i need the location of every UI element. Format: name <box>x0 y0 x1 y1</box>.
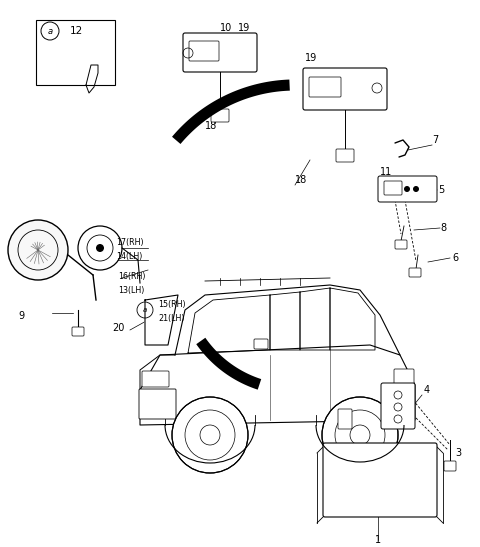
Text: 8: 8 <box>440 223 446 233</box>
FancyBboxPatch shape <box>378 176 437 202</box>
Circle shape <box>172 397 248 473</box>
Circle shape <box>322 397 398 473</box>
Text: 9: 9 <box>18 311 24 321</box>
Text: a: a <box>48 26 53 36</box>
Text: 11: 11 <box>380 167 392 177</box>
Polygon shape <box>175 285 400 355</box>
Text: 5: 5 <box>438 185 444 195</box>
Text: 12: 12 <box>70 26 83 36</box>
Text: 14(LH): 14(LH) <box>116 252 143 260</box>
FancyBboxPatch shape <box>409 268 421 277</box>
FancyBboxPatch shape <box>142 371 169 387</box>
Text: 1: 1 <box>375 535 381 545</box>
Text: a: a <box>143 307 147 313</box>
FancyBboxPatch shape <box>381 383 415 429</box>
Text: 19: 19 <box>238 23 250 33</box>
Text: 18: 18 <box>205 121 217 131</box>
FancyBboxPatch shape <box>336 149 354 162</box>
FancyBboxPatch shape <box>338 409 352 429</box>
FancyBboxPatch shape <box>36 20 115 85</box>
Text: 3: 3 <box>455 448 461 458</box>
Text: 10: 10 <box>220 23 232 33</box>
Text: 19: 19 <box>305 53 317 63</box>
Text: 20: 20 <box>112 323 124 333</box>
Text: 13(LH): 13(LH) <box>118 286 144 294</box>
FancyBboxPatch shape <box>139 389 176 419</box>
Text: 4: 4 <box>424 385 430 395</box>
FancyBboxPatch shape <box>394 369 414 389</box>
Polygon shape <box>145 295 178 345</box>
FancyBboxPatch shape <box>303 68 387 110</box>
Text: 21(LH): 21(LH) <box>158 315 184 323</box>
Circle shape <box>404 186 410 192</box>
FancyBboxPatch shape <box>254 339 268 349</box>
Circle shape <box>8 220 68 280</box>
Circle shape <box>413 186 419 192</box>
Text: 6: 6 <box>452 253 458 263</box>
Text: 15(RH): 15(RH) <box>158 300 186 310</box>
Text: 2: 2 <box>327 495 333 505</box>
FancyBboxPatch shape <box>183 33 257 72</box>
FancyBboxPatch shape <box>444 461 456 471</box>
Circle shape <box>78 226 122 270</box>
FancyBboxPatch shape <box>72 327 84 336</box>
Circle shape <box>96 244 104 252</box>
FancyBboxPatch shape <box>395 240 407 249</box>
FancyBboxPatch shape <box>211 109 229 122</box>
FancyBboxPatch shape <box>323 443 437 517</box>
Text: 7: 7 <box>432 135 438 145</box>
Text: 18: 18 <box>295 175 307 185</box>
Text: 16(RH): 16(RH) <box>118 271 145 281</box>
Polygon shape <box>140 345 415 425</box>
Text: 17(RH): 17(RH) <box>116 237 144 247</box>
